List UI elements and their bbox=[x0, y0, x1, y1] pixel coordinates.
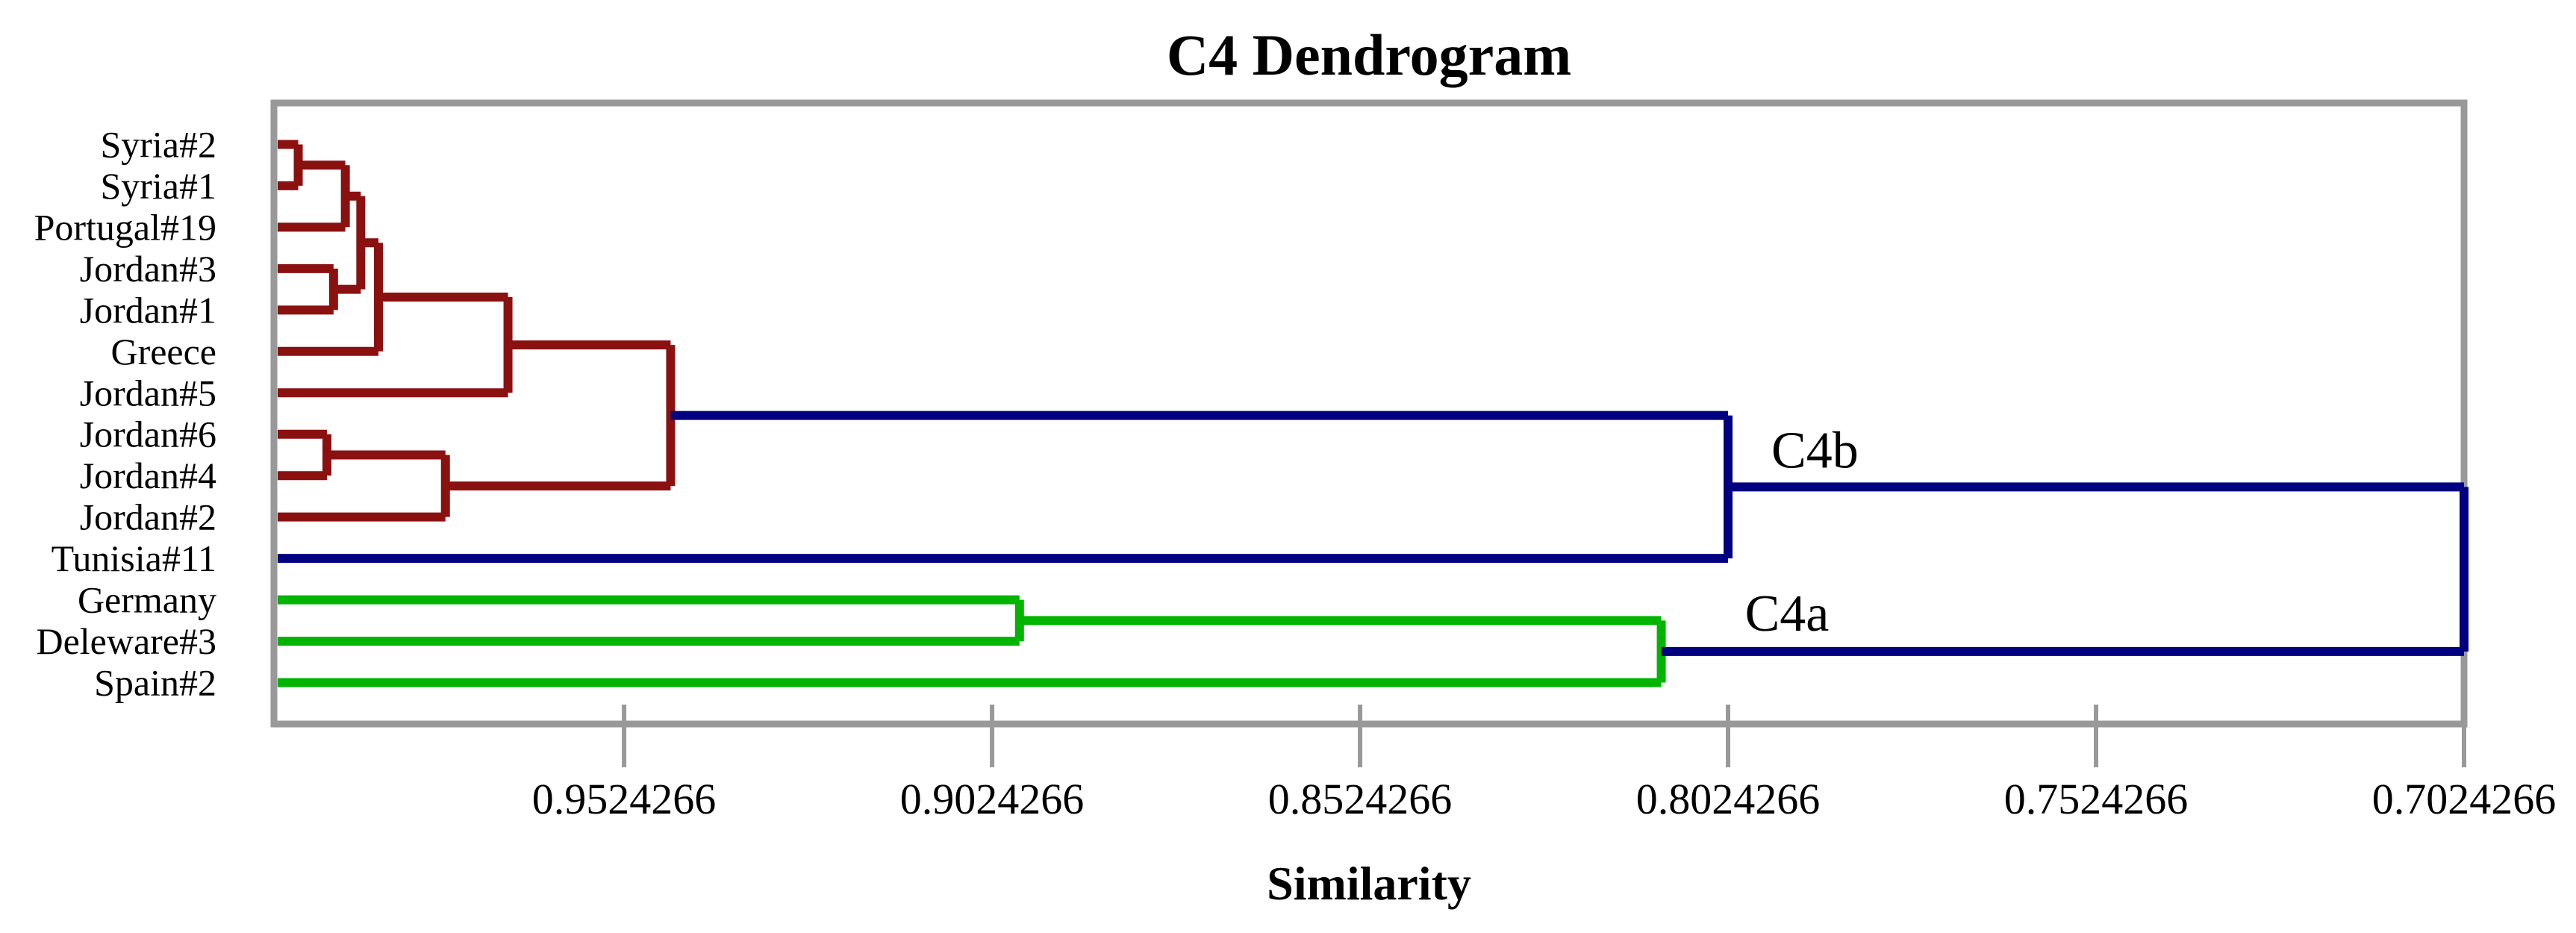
plot-border bbox=[270, 99, 2468, 728]
leaf-label: Jordan#2 bbox=[80, 496, 216, 538]
merge-m3 bbox=[278, 263, 338, 315]
leaf-label: Jordan#5 bbox=[80, 372, 216, 414]
plot-frame bbox=[270, 99, 2468, 767]
leaf-label: Jordan#1 bbox=[80, 289, 216, 331]
merge-m2 bbox=[278, 160, 350, 232]
leaf-label: Syria#2 bbox=[100, 123, 216, 165]
leaf-label: Spain#2 bbox=[94, 662, 216, 704]
cluster-label-c4b: C4b bbox=[1771, 422, 1859, 479]
leaf-label: Greece bbox=[110, 331, 216, 372]
merge-m8 bbox=[278, 450, 450, 522]
leaf-label: Tunisia#11 bbox=[52, 537, 216, 579]
cluster-label-c4a: C4a bbox=[1745, 585, 1830, 643]
leaf-label: Syria#1 bbox=[100, 165, 216, 207]
dendrogram-branches bbox=[278, 140, 2469, 687]
merge-m7 bbox=[278, 429, 331, 481]
chart-title: C4 Dendrogram bbox=[1167, 22, 1571, 87]
merge-m9 bbox=[445, 340, 676, 491]
merge-m13 bbox=[1661, 482, 2469, 656]
leaf-label: Deleware#3 bbox=[36, 620, 216, 662]
axis-tick-label: 0.9024266 bbox=[900, 775, 1085, 823]
x-axis-title: Similarity bbox=[1267, 857, 1471, 910]
axis-tick-label: 0.8024266 bbox=[1636, 775, 1821, 823]
axis-tick-label: 0.7024266 bbox=[2372, 775, 2557, 823]
leaf-label: Germany bbox=[78, 579, 216, 621]
leaf-label: Portugal#19 bbox=[34, 206, 216, 248]
axis-tick-label: 0.8524266 bbox=[1268, 775, 1453, 823]
merge-m12 bbox=[278, 616, 1666, 687]
leaf-label: Jordan#6 bbox=[80, 414, 216, 455]
chart-text: C4 Dendrogram Similarity 0.9524266 0.9024… bbox=[34, 22, 2557, 910]
merge-m1 bbox=[278, 140, 303, 190]
merge-m11 bbox=[278, 595, 1024, 646]
axis-tick-label: 0.9524266 bbox=[532, 775, 717, 823]
axis-tick-label: 0.7524266 bbox=[2004, 775, 2189, 823]
leaf-label: Jordan#4 bbox=[80, 455, 216, 496]
leaf-label: Jordan#3 bbox=[80, 248, 216, 290]
